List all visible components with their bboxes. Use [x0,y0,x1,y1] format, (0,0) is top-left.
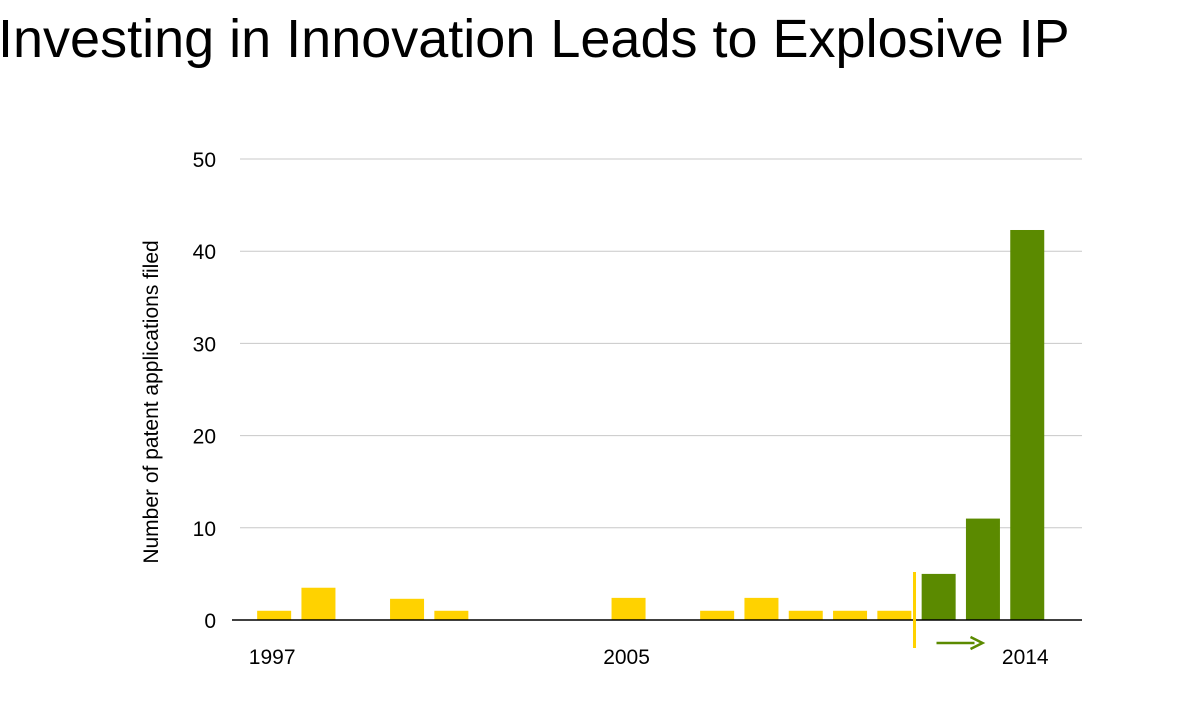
bar-2001 [434,610,469,620]
chart-title: Investing in Innovation Leads to Explosi… [0,9,1070,69]
bar-1998 [301,587,336,620]
period-arrow-head [969,635,986,651]
y-tick-label-0: 0 [204,610,216,633]
bar-2010 [833,610,868,620]
bar-2007 [700,610,735,620]
bar-2013 [965,518,1000,620]
bar-2012 [921,573,956,620]
bar-2000 [390,598,425,620]
bar-2014 [1010,229,1045,620]
bar-2009 [788,610,823,620]
y-tick-label-20: 20 [193,426,216,449]
bars-layer [257,229,1045,620]
bar-2008 [744,597,779,620]
y-axis-label: Number of patent applications filed [140,240,163,563]
bar-2011 [877,610,912,620]
y-tick-label-50: 50 [193,149,216,172]
x-tick-label-2005: 2005 [603,646,650,669]
bar-1997 [257,610,292,620]
bar-2005 [611,597,646,620]
x-tick-label-2014: 2014 [1002,646,1049,669]
axis-layer: 0 10 20 30 40 50 1997 2005 2014 [193,149,1082,669]
y-tick-label-40: 40 [193,241,216,264]
y-tick-label-10: 10 [193,518,216,541]
x-tick-label-1997: 1997 [249,646,296,669]
y-tick-label-30: 30 [193,333,216,356]
grid-layer [240,158,1082,529]
